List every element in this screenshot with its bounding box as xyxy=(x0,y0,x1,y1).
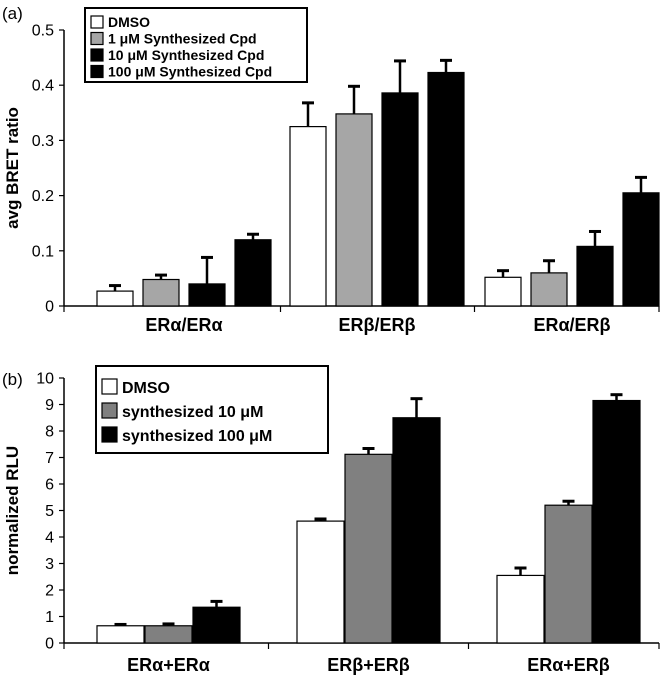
panel-a-legend-label: 10 μM Synthesized Cpd xyxy=(108,47,264,63)
panel-b-y-tick-label: 7 xyxy=(45,450,54,467)
panel-b-bar xyxy=(144,625,193,644)
panel-b-y-axis-label: normalized RLU xyxy=(3,446,22,575)
panel-b-bar xyxy=(496,574,545,644)
panel-b-category-label: ERβ+ERβ xyxy=(327,655,410,675)
panel-a-legend-label: DMSO xyxy=(108,14,150,30)
panel-b-legend-label: DMSO xyxy=(122,380,170,397)
panel-b-legend-label: synthesized 10 μM xyxy=(122,404,263,421)
panel-b-label: (b) xyxy=(2,370,23,389)
panel-a-bar xyxy=(234,239,272,307)
panel-a-bar xyxy=(622,192,660,307)
panel-b-y-tick-label: 6 xyxy=(45,477,54,494)
panel-a-bar xyxy=(427,71,465,307)
panel-b-legend-box xyxy=(95,365,329,454)
panel-a-y-tick-label: 0.2 xyxy=(32,188,54,205)
panel-b-bar xyxy=(296,520,345,644)
panel-a-legend-swatch xyxy=(90,64,104,79)
panel-a-bar xyxy=(484,276,522,307)
panel-b-y-tick-label: 1 xyxy=(45,609,54,626)
panel-b-y-tick-label: 5 xyxy=(45,503,54,520)
panel-a-category-label: ERα/ERβ xyxy=(533,315,610,335)
panel-b-bar xyxy=(96,625,145,644)
panel-b-bar xyxy=(192,606,241,644)
panel-a-y-tick-label: 0.4 xyxy=(32,78,54,95)
panel-a-bar xyxy=(335,113,373,307)
panel-b-bar xyxy=(592,399,641,644)
panel-b-legend-label: synthesized 100 μM xyxy=(122,428,272,445)
panel-b-bar xyxy=(392,417,441,644)
panel-b-y-tick-label: 10 xyxy=(36,371,54,388)
panel-a-bar xyxy=(576,245,614,307)
panel-a-y-tick-label: 0.3 xyxy=(32,133,54,150)
panel-b-legend-swatch xyxy=(101,378,118,395)
panel-a-label: (a) xyxy=(2,4,23,23)
panel-a-legend-box xyxy=(84,7,308,83)
panel-a-y-tick-label: 0.5 xyxy=(32,23,54,40)
panel-a-bar xyxy=(530,272,568,307)
panel-a-y-axis-label: avg BRET ratio xyxy=(3,107,22,229)
panel-b-legend-swatch xyxy=(101,426,118,443)
panel-b-y-tick-label: 2 xyxy=(45,583,54,600)
panel-a-bar xyxy=(96,290,134,307)
panel-a-bar xyxy=(289,125,327,307)
panel-b-category-label: ERα+ERβ xyxy=(527,655,610,675)
panel-a-bar xyxy=(142,278,180,307)
panel-b-bar xyxy=(344,453,393,644)
panel-b-bar xyxy=(544,504,593,644)
panel-a-bar xyxy=(188,283,226,307)
panel-b-y-tick-label: 9 xyxy=(45,397,54,414)
panel-a-category-label: ERβ/ERβ xyxy=(339,315,416,335)
panel-a-legend-swatch xyxy=(90,48,104,62)
panel-a-y-tick-label: 0.1 xyxy=(32,243,54,260)
panel-a-legend-label: 100 μM Synthesized Cpd xyxy=(108,64,272,80)
panel-b-y-tick-label: 4 xyxy=(45,530,54,547)
panel-a-legend-label: 1 μM Synthesized Cpd xyxy=(108,31,257,47)
panel-a-bar xyxy=(381,92,419,307)
panel-b-y-tick-label: 0 xyxy=(45,636,54,653)
panel-a-y-tick-label: 0 xyxy=(45,299,54,316)
panel-a-category-label: ERα/ERα xyxy=(145,315,222,335)
panel-b-y-tick-label: 3 xyxy=(45,556,54,573)
panel-a-legend-swatch xyxy=(90,31,104,46)
panel-a-legend-swatch xyxy=(90,15,104,29)
panel-b-legend-swatch xyxy=(101,402,118,419)
panel-b-category-label: ERα+ERα xyxy=(127,655,210,675)
panel-b-y-tick-label: 8 xyxy=(45,424,54,441)
